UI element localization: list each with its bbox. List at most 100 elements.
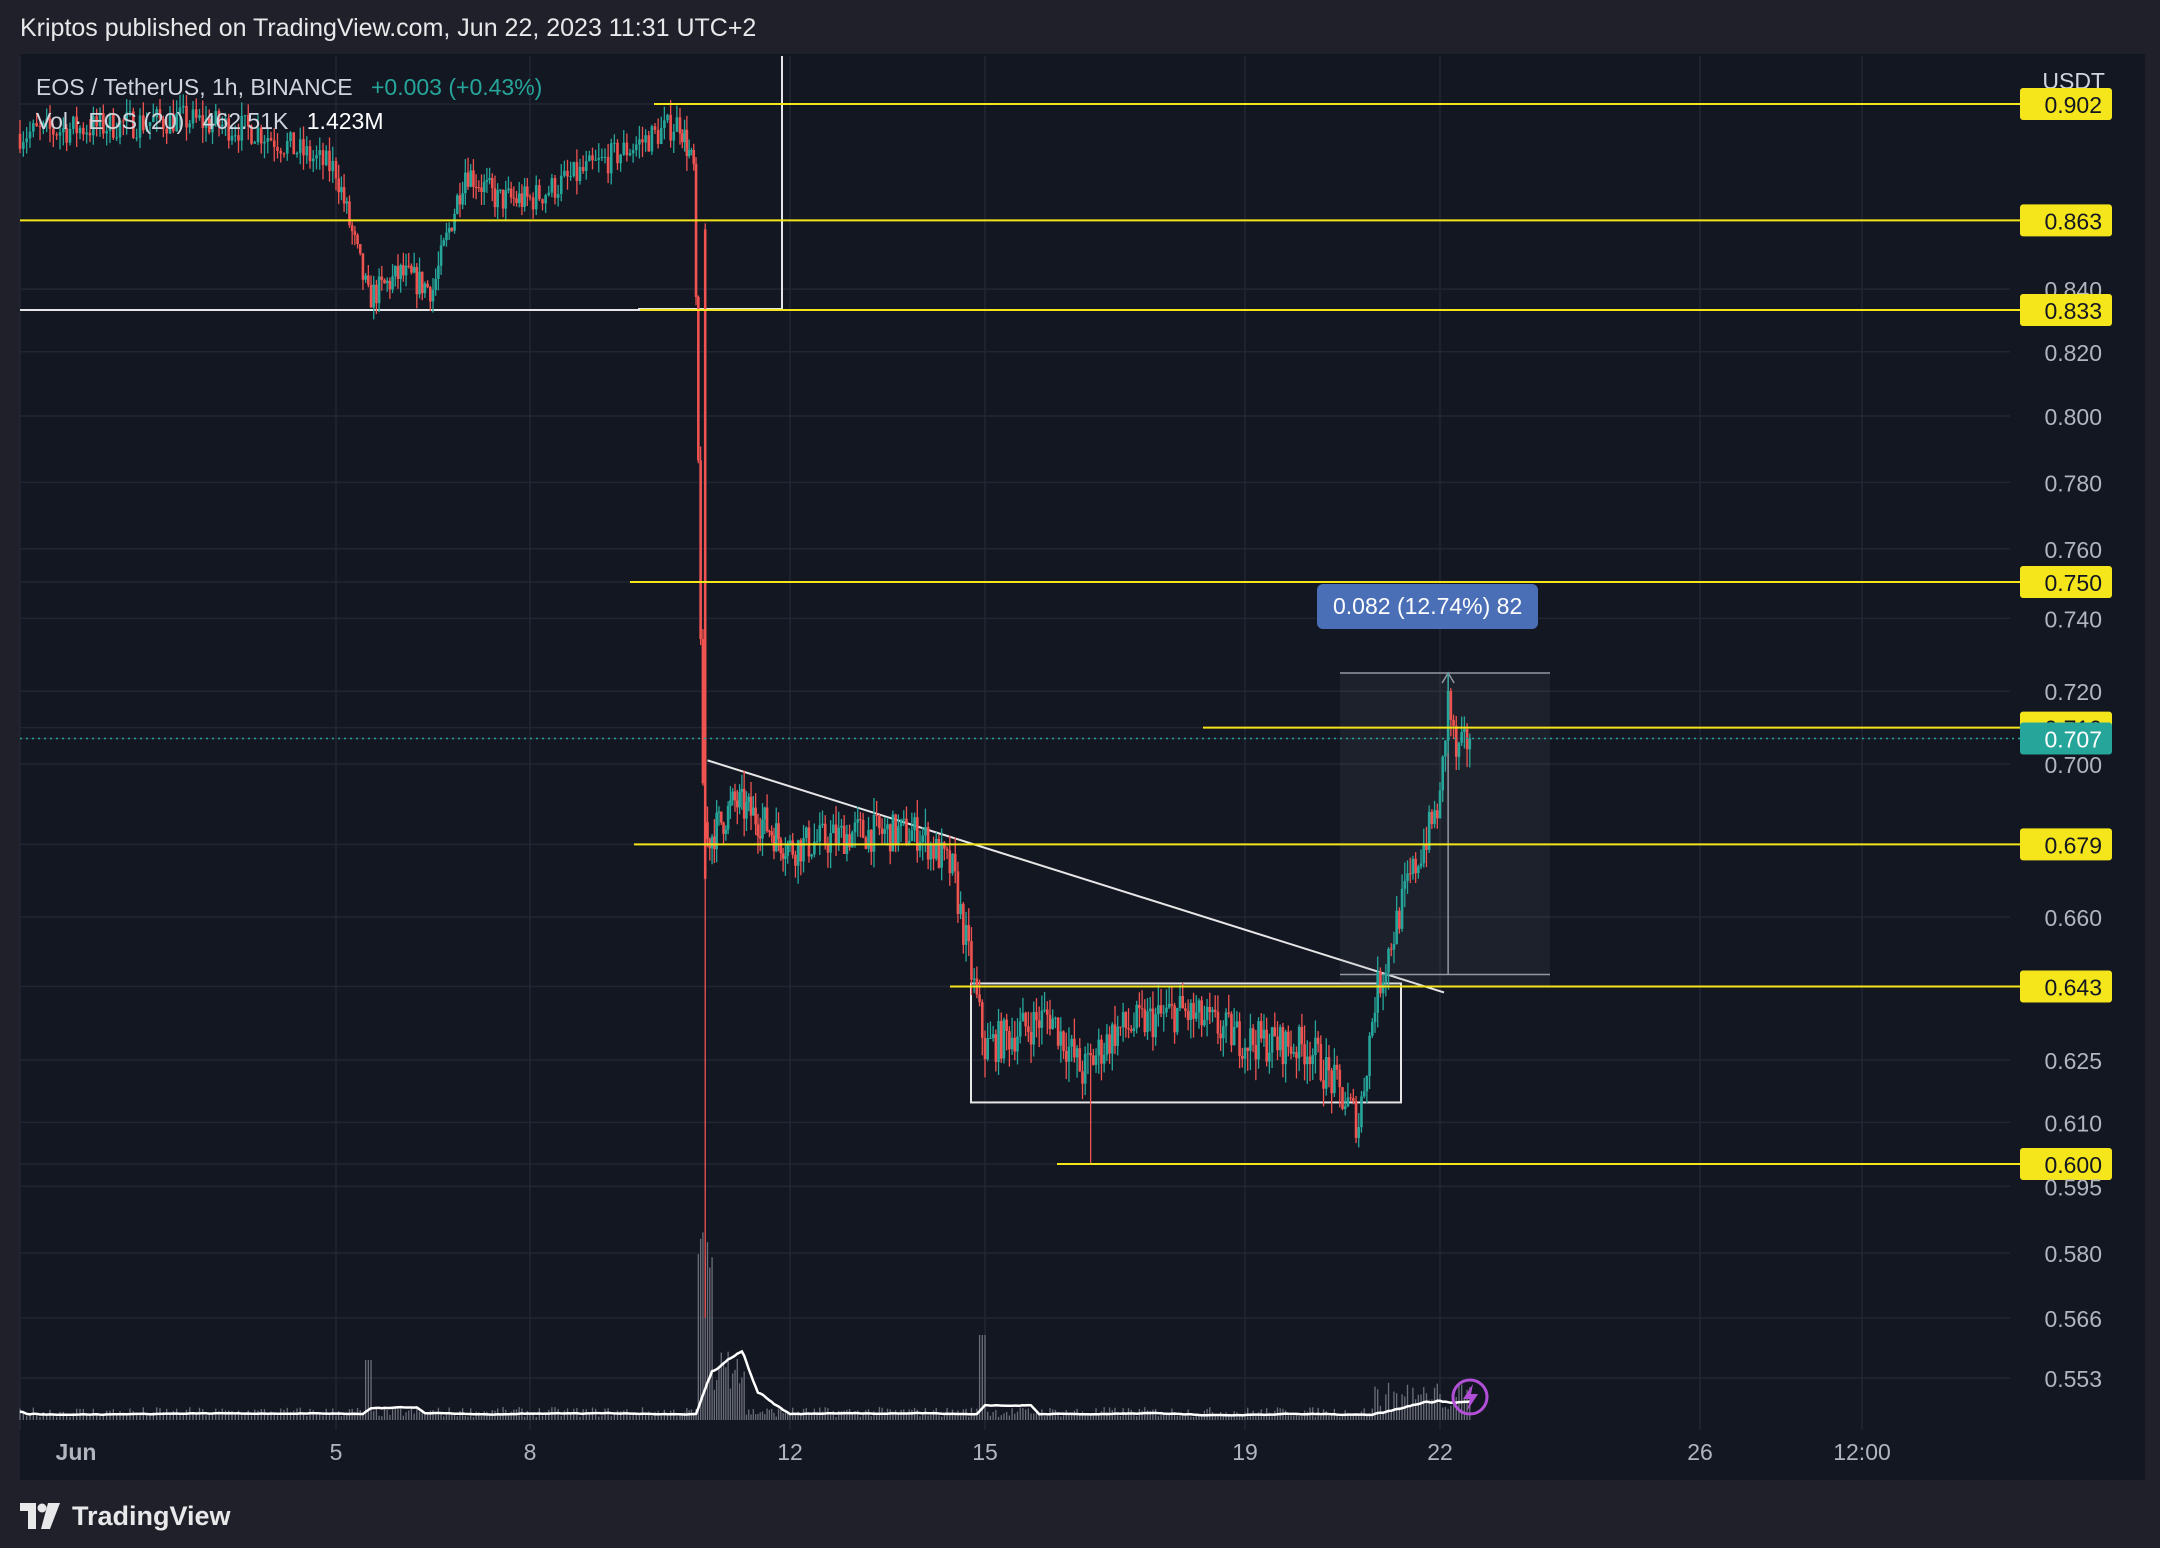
candle-body	[1446, 690, 1450, 741]
candle-body	[364, 275, 367, 280]
candle-body	[512, 197, 516, 199]
candle-body	[279, 150, 283, 154]
candle-body	[58, 132, 62, 136]
candle-body	[779, 839, 783, 854]
time-axis[interactable]: Jun 5 8 12 15 19 22 26 12:00	[56, 1439, 1891, 1465]
candle-body	[1376, 971, 1380, 1013]
candle-body	[72, 116, 75, 129]
publish-header: Kriptos published on TradingView.com, Ju…	[0, 0, 2160, 56]
candle-body	[1270, 1027, 1274, 1053]
candle-body	[581, 166, 585, 172]
candle-body	[937, 838, 941, 868]
symbol-title[interactable]: EOS / TetherUS, 1h, BINANCE	[36, 74, 353, 100]
volume-label[interactable]: Vol · EOS (20)	[36, 108, 185, 134]
candle-body	[713, 836, 716, 850]
candle-body	[324, 150, 328, 166]
candle-body	[1314, 1037, 1317, 1056]
candle-body	[826, 844, 830, 853]
candle-body	[1433, 810, 1436, 825]
lightning-icon[interactable]	[1451, 1378, 1489, 1416]
candle-body	[678, 117, 682, 134]
candle-body	[158, 109, 162, 119]
candle-body	[913, 817, 916, 831]
candle-body	[1360, 1096, 1363, 1128]
candle-body	[666, 114, 669, 121]
candle-body	[1173, 1005, 1176, 1033]
candle-body	[967, 925, 971, 942]
candle-body	[747, 796, 751, 803]
candle-body	[148, 122, 152, 126]
candle-body	[1333, 1064, 1336, 1094]
candle-body	[1403, 880, 1407, 889]
candle-body	[1295, 1052, 1298, 1059]
candle-body	[356, 234, 359, 244]
candle-body	[1008, 1031, 1011, 1050]
candle-body	[1414, 858, 1417, 874]
candle-body	[1251, 1028, 1255, 1045]
candle-body	[28, 131, 32, 139]
candle-body	[1297, 1026, 1301, 1059]
candle-body	[1102, 1054, 1106, 1064]
candle-body	[531, 197, 535, 210]
candle-body	[638, 139, 641, 145]
candle-body	[731, 791, 735, 801]
candle-body	[926, 826, 930, 860]
price-axis[interactable]: USDT0.9020.8630.8400.8330.8200.8000.7800…	[2020, 68, 2112, 1392]
tradingview-logo-icon	[20, 1503, 60, 1529]
candle-body	[1284, 1031, 1287, 1065]
candle-body	[899, 819, 903, 827]
drawings[interactable]	[20, 56, 1550, 1104]
candle-body	[1192, 1002, 1195, 1019]
candle-body	[1224, 1012, 1228, 1027]
candle-body	[625, 142, 629, 156]
candle-body	[125, 112, 128, 122]
candle-body	[466, 172, 470, 187]
level-label: 0.600	[2044, 1152, 2102, 1178]
candle-body	[98, 113, 102, 127]
candle-body	[1381, 982, 1385, 994]
candle-body	[493, 188, 497, 208]
candle-body	[1281, 1027, 1285, 1065]
candle-body	[1081, 1071, 1084, 1084]
candle-body	[442, 240, 446, 246]
candle-body	[1154, 1014, 1157, 1038]
candle-body	[932, 844, 935, 859]
horizontal-levels[interactable]	[20, 103, 2020, 1165]
candle-body	[211, 123, 214, 133]
candle-body	[1005, 1019, 1008, 1032]
candle-body	[1127, 1028, 1130, 1030]
candle-body	[1341, 1087, 1344, 1110]
candle-body	[447, 228, 451, 233]
candle-body	[722, 822, 725, 834]
candle-body	[1444, 740, 1447, 757]
time-tick: 12	[777, 1439, 803, 1465]
measure-label[interactable]: 0.082 (12.74%) 82	[1317, 584, 1539, 629]
candle-body	[902, 818, 906, 820]
candle-body	[350, 225, 354, 232]
candle-body	[680, 133, 684, 143]
candles	[18, 94, 1472, 1318]
candle-body	[752, 807, 755, 816]
candle-body	[1186, 1011, 1190, 1020]
candle-body	[1338, 1069, 1342, 1088]
candle-body	[1148, 1008, 1152, 1012]
candle-body	[429, 287, 432, 302]
candle-body	[1441, 756, 1445, 791]
candle-body	[485, 180, 489, 182]
candle-body	[410, 265, 413, 273]
candle-body	[383, 279, 386, 284]
candle-body	[259, 127, 263, 144]
candle-body	[951, 853, 954, 874]
candle-body	[1232, 1026, 1236, 1046]
candle-body	[439, 245, 443, 266]
candle-body	[388, 280, 392, 290]
candle-body	[1184, 1008, 1187, 1012]
candle-body	[450, 228, 454, 231]
candle-body	[1254, 1044, 1258, 1060]
candle-body	[266, 138, 270, 142]
candle-body	[1235, 1021, 1239, 1027]
candle-body	[989, 1038, 992, 1040]
candle-body	[1319, 1044, 1323, 1081]
volume-ma-value: 1.423M	[306, 108, 384, 134]
